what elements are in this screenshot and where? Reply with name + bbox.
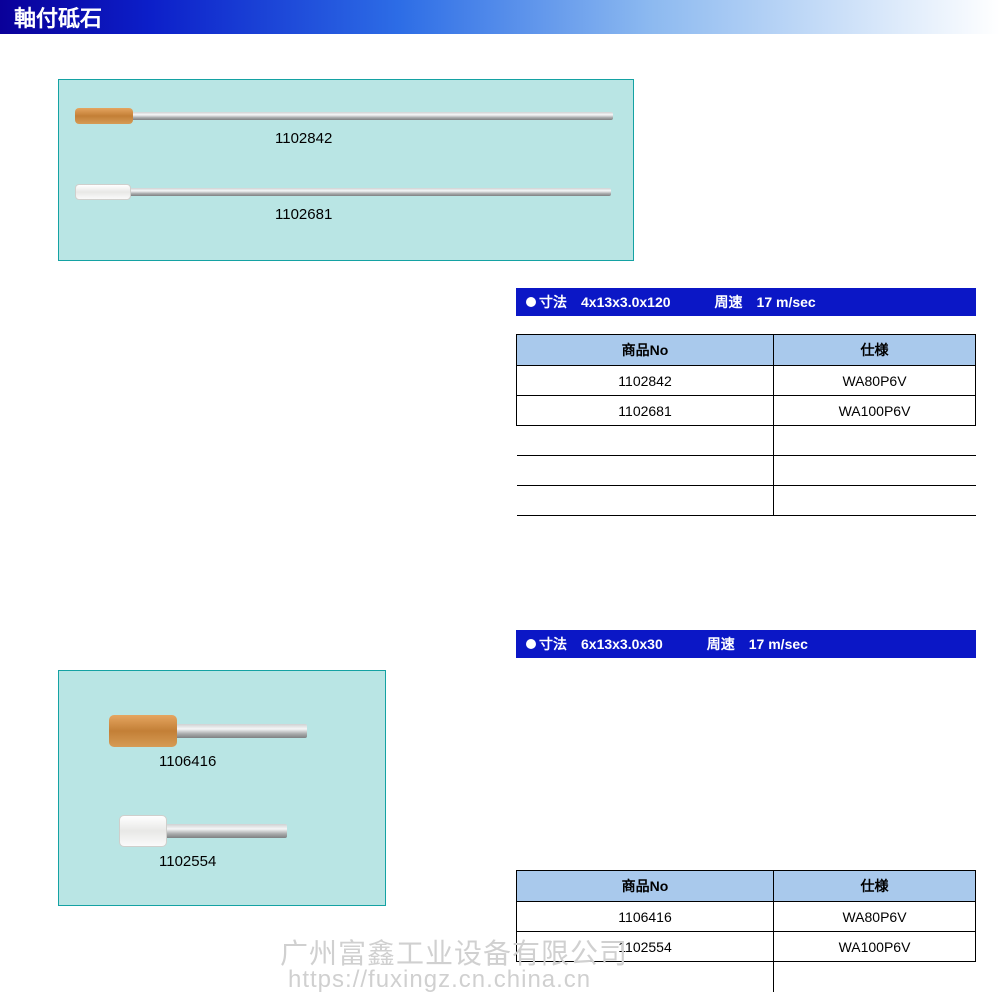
tool-number: 1102554: [159, 853, 216, 870]
tool-tip-white: [119, 815, 167, 847]
tool-number: 1102842: [275, 130, 332, 147]
th-product-no: 商品No: [517, 871, 774, 902]
cell-no: 1102842: [517, 366, 774, 396]
table-row: [517, 456, 976, 486]
bullet-icon: 寸法: [526, 634, 567, 654]
cell-no: 1102681: [517, 396, 774, 426]
cell-spec: WA80P6V: [774, 902, 976, 932]
table-row: 1102681 WA100P6V: [517, 396, 976, 426]
tool-tip-orange: [109, 715, 177, 747]
cell-spec: WA100P6V: [774, 932, 976, 962]
table-row: 1102842 WA80P6V: [517, 366, 976, 396]
th-spec: 仕様: [774, 335, 976, 366]
cell-no: 1106416: [517, 902, 774, 932]
page-title: 軸付砥石: [14, 1, 102, 33]
table-row: [517, 426, 976, 456]
tool-shaft: [177, 724, 307, 738]
cell-spec: WA100P6V: [774, 396, 976, 426]
tool-shaft: [133, 112, 613, 120]
product-panel-1: 1102842 1102681: [58, 79, 634, 261]
tool-b: 1102681: [75, 184, 611, 223]
table-row: [517, 486, 976, 516]
table-header-row: 商品No 仕様: [517, 871, 976, 902]
spec-banner-1: 寸法 4x13x3.0x120 周速 17 m/sec: [516, 288, 976, 316]
tool-number: 1106416: [159, 753, 216, 770]
tool-c: 1106416: [109, 715, 307, 770]
product-panel-2: 1106416 1102554: [58, 670, 386, 906]
tool-tip-orange: [75, 108, 133, 124]
dim-value: 6x13x3.0x30: [581, 636, 663, 652]
th-product-no: 商品No: [517, 335, 774, 366]
title-bar: 軸付砥石: [0, 0, 1000, 34]
th-spec: 仕様: [774, 871, 976, 902]
table-row: 1106416 WA80P6V: [517, 902, 976, 932]
tool-shaft: [167, 824, 287, 838]
spec-banner-2: 寸法 6x13x3.0x30 周速 17 m/sec: [516, 630, 976, 658]
tool-a: 1102842: [75, 108, 613, 147]
tool-number: 1102681: [275, 206, 332, 223]
speed-label: 周速: [715, 292, 743, 312]
tool-tip-white: [75, 184, 131, 200]
spec-table-1: 商品No 仕様 1102842 WA80P6V 1102681 WA100P6V: [516, 334, 976, 516]
tool-shaft: [131, 188, 611, 196]
bullet-icon: 寸法: [526, 292, 567, 312]
speed-value: 17 m/sec: [749, 636, 808, 652]
table-header-row: 商品No 仕様: [517, 335, 976, 366]
speed-value: 17 m/sec: [757, 294, 816, 310]
watermark-url: https://fuxingz.cn.china.cn: [288, 966, 591, 994]
cell-spec: WA80P6V: [774, 366, 976, 396]
dim-value: 4x13x3.0x120: [581, 294, 671, 310]
speed-label: 周速: [707, 634, 735, 654]
tool-d: 1102554: [119, 815, 287, 870]
